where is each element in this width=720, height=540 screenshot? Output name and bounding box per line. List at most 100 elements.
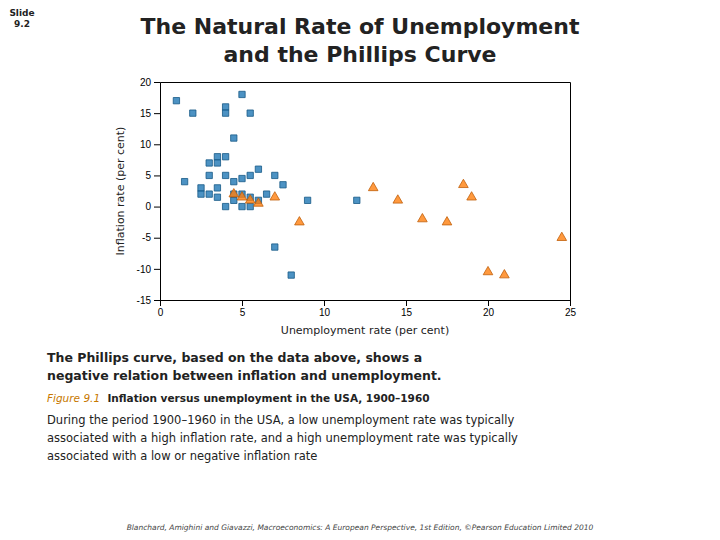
y-tick-mark: [154, 82, 160, 83]
point: [231, 178, 237, 184]
point: [418, 213, 428, 221]
slide-label: 9.2: [14, 19, 30, 29]
annotations: Slide9.2 The Phillips curve, based on the…: [9, 8, 593, 532]
y-tick-mark: [154, 238, 160, 239]
x-tick-label: 0: [158, 307, 164, 318]
y-tick-label: 0: [145, 201, 151, 212]
marks: [173, 91, 566, 278]
body-text: During the period 1900–1960 in the USA, …: [47, 413, 514, 427]
point: [239, 203, 245, 209]
point: [263, 191, 269, 197]
y-axis: -15 -10 -5 0 5 10 15 20: [137, 77, 161, 306]
point: [288, 272, 294, 278]
y-tick: -15: [137, 295, 160, 306]
point: [304, 197, 310, 203]
x-tick: 5: [240, 300, 246, 318]
point: [254, 198, 264, 206]
point: [214, 194, 220, 200]
point: [393, 195, 403, 203]
point: [173, 98, 179, 104]
series: [173, 91, 360, 278]
y-tick: -10: [137, 264, 160, 275]
point: [272, 172, 278, 178]
point: [459, 179, 469, 187]
y-tick-mark: [154, 175, 160, 176]
point: [500, 270, 510, 278]
point: [181, 178, 187, 184]
x-tick-mark: [406, 300, 407, 306]
point: [368, 182, 378, 190]
axis-line: [570, 83, 571, 301]
x-axis-title: Unemployment rate (per cent): [281, 324, 449, 337]
point: [483, 266, 493, 274]
point: [255, 166, 261, 172]
x-tick-label: 25: [565, 307, 577, 318]
y-tick: 0: [145, 201, 160, 212]
x-tick: 20: [483, 300, 495, 318]
point: [237, 192, 247, 200]
x-tick-mark: [570, 300, 571, 306]
point: [214, 154, 220, 160]
x-tick-label: 10: [319, 307, 331, 318]
point: [222, 104, 228, 110]
point: [280, 182, 286, 188]
x-tick-mark: [242, 300, 243, 306]
slide-label: Slide: [9, 8, 34, 18]
y-tick: -5: [142, 232, 160, 243]
point: [247, 172, 253, 178]
y-tick-label: -15: [137, 295, 152, 306]
y-axis-title: Inflation rate (per cent): [114, 127, 127, 256]
x-tick-label: 5: [240, 307, 246, 318]
y-tick: 20: [140, 77, 160, 88]
point: [247, 110, 253, 116]
summary-text: negative relation between inflation and …: [47, 368, 442, 383]
point: [222, 203, 228, 209]
plot-area: 0 5 10 15 20 25 -15 -10 -5 0 5 10 15 20 Unemployment r…: [114, 77, 576, 337]
x-tick: 10: [319, 300, 331, 318]
point: [198, 185, 204, 191]
point: [214, 160, 220, 166]
point: [206, 160, 212, 166]
y-tick: 10: [140, 139, 160, 150]
y-tick-label: -10: [137, 264, 152, 275]
point: [190, 110, 196, 116]
y-tick: 5: [145, 170, 160, 181]
body-text: associated with a high inflation rate, a…: [47, 431, 518, 445]
x-tick: 25: [565, 300, 577, 318]
x-tick: 15: [401, 300, 413, 318]
y-tick: 15: [140, 108, 160, 119]
point: [198, 191, 204, 197]
series: [229, 179, 567, 278]
axis-line: [161, 301, 571, 307]
x-axis: 0 5 10 15 20 25: [158, 300, 577, 318]
x-tick-mark: [324, 300, 325, 306]
y-tick-label: 10: [140, 139, 152, 150]
point: [295, 217, 305, 225]
axis-line: [154, 83, 161, 301]
y-axis-frame: [570, 83, 571, 301]
y-tick-label: 20: [140, 77, 152, 88]
title: and the Phillips Curve: [223, 42, 496, 67]
point: [222, 172, 228, 178]
point: [239, 175, 245, 181]
point: [214, 185, 220, 191]
figure-label: Figure 9.1: [47, 392, 100, 404]
point: [229, 189, 239, 197]
footnote: Blanchard, Amighini and Giavazzi, Macroe…: [127, 523, 594, 532]
x-tick-mark: [488, 300, 489, 306]
figure-caption: Figure 9.1 Inflation versus unemployment…: [47, 392, 430, 404]
point: [354, 197, 360, 203]
summary-text: The Phillips curve, based on the data ab…: [47, 350, 422, 365]
body-text: associated with a low or negative inflat…: [47, 449, 317, 463]
point: [467, 192, 477, 200]
point: [442, 217, 452, 225]
point: [239, 91, 245, 97]
figure-title: Inflation versus unemployment in the USA…: [100, 392, 429, 404]
point: [245, 195, 255, 203]
y-tick-label: 15: [140, 108, 152, 119]
x-axis-frame: [161, 82, 571, 83]
point: [272, 244, 278, 250]
x-tick-label: 15: [401, 307, 413, 318]
y-tick-label: -5: [142, 232, 151, 243]
point: [222, 154, 228, 160]
